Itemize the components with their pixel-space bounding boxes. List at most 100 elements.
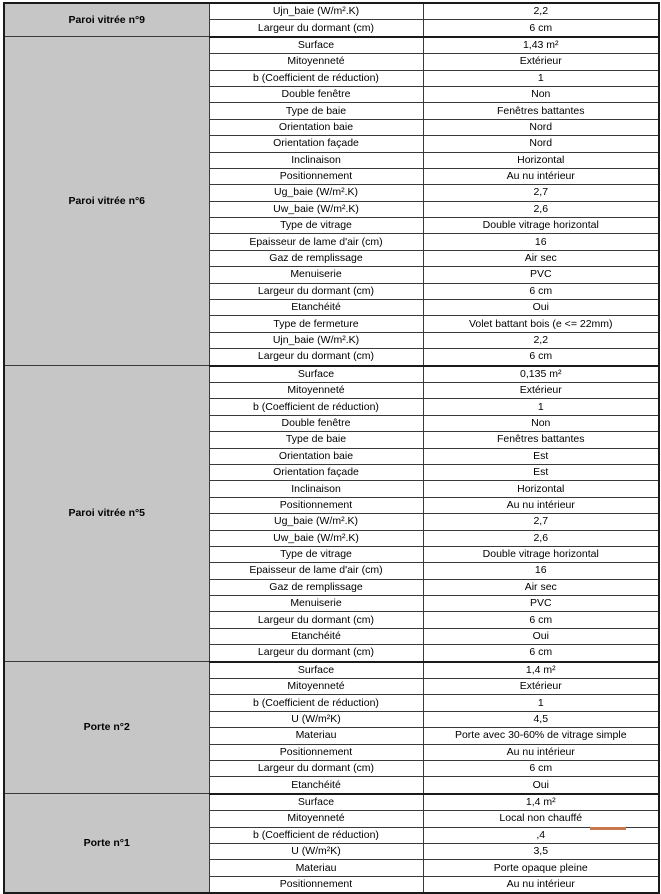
table-row: Inclinaison Horizontal <box>4 151 660 169</box>
property-value-cell: Est <box>422 463 660 482</box>
property-label-cell: Largeur du dormant (cm) <box>208 348 424 367</box>
table-row: Type de baie Fenêtres battantes <box>4 102 660 120</box>
property-value-cell: Air sec <box>422 578 660 597</box>
property-value-cell: Au nu intérieur <box>422 743 660 761</box>
property-label-cell: b (Coefficient de réduction) <box>208 826 424 844</box>
group-header-cell: Porte n°2 <box>3 661 210 795</box>
property-value-cell: 2,2 <box>422 331 660 350</box>
property-label-cell: Mitoyenneté <box>208 53 424 71</box>
property-label-cell: Etanchéité <box>208 627 424 646</box>
table-row: Mitoyenneté Local non chauffé <box>4 810 660 828</box>
property-value-cell: 1 <box>422 69 660 87</box>
table-row: Materiau Porte avec 30-60% de vitrage sim… <box>4 727 660 745</box>
property-value-cell: Au nu intérieur <box>422 875 660 894</box>
property-value-cell: PVC <box>422 595 660 613</box>
property-value-cell: Horizontal <box>422 480 660 498</box>
property-label-cell: Surface <box>208 792 424 812</box>
table-row: Epaisseur de lame d'air (cm) 16 <box>4 233 660 251</box>
property-value-cell: Non <box>422 414 660 433</box>
property-value-cell: 2,7 <box>422 184 660 202</box>
property-label-cell: Type de fermeture <box>208 315 424 333</box>
property-label-cell: Orientation façade <box>208 135 424 153</box>
property-value-cell: Au nu intérieur <box>422 167 660 186</box>
property-label-cell: U (W/m²K) <box>208 842 424 861</box>
property-value-cell: Double vitrage horizontal <box>422 217 660 235</box>
property-label-cell: Ug_baie (W/m².K) <box>208 184 424 202</box>
property-value-cell: 6 cm <box>422 348 660 367</box>
property-value-cell: Oui <box>422 627 660 646</box>
property-label-cell: Type de baie <box>208 102 424 120</box>
property-label-cell: Orientation baie <box>208 447 424 465</box>
property-value-cell: Porte avec 30-60% de vitrage simple <box>422 727 660 745</box>
property-value-cell: Nord <box>422 135 660 153</box>
table-row: Type de vitrage Double vitrage horizontal <box>4 545 660 564</box>
property-value-cell: 1,43 m² <box>422 35 660 55</box>
property-label-cell: Double fenêtre <box>208 414 424 433</box>
property-label-cell: Surface <box>208 364 424 383</box>
property-value-cell: 2,6 <box>422 200 660 219</box>
table-row: Double fenêtre Non <box>4 414 660 433</box>
property-value-cell: Porte opaque pleine <box>422 859 660 877</box>
property-label-cell: Materiau <box>208 859 424 877</box>
table-row: Uw_baie (W/m².K) 2,6 <box>4 529 660 547</box>
table-row: Positionnement Au nu intérieur <box>4 743 660 761</box>
table-row: Porte n°2 Surface 1,4 m² <box>3 660 660 795</box>
property-label-cell: Epaisseur de lame d'air (cm) <box>208 562 424 580</box>
table-row: Positionnement Au nu intérieur <box>4 167 660 186</box>
table-row: Paroi vitrée n°9 Ujn_baie (W/m².K) 2,2 <box>3 2 660 38</box>
property-label-cell: Inclinaison <box>208 151 424 169</box>
table-row: Type de vitrage Double vitrage horizontal <box>4 217 660 235</box>
property-value-cell: Non <box>422 85 660 104</box>
table-row: Porte n°1 Surface 1,4 m² <box>3 792 660 894</box>
property-label-cell: Positionnement <box>208 167 424 186</box>
property-value-cell: Oui <box>422 776 660 795</box>
property-label-cell: Orientation façade <box>208 463 424 482</box>
table-row: Paroi vitrée n°6 Surface 1,43 m² <box>3 35 660 367</box>
property-label-cell: Mitoyenneté <box>208 810 424 828</box>
property-value-cell: 6 cm <box>422 644 660 663</box>
table-row: Ug_baie (W/m².K) 2,7 <box>4 513 660 531</box>
property-value-cell: Extérieur <box>422 678 660 696</box>
property-value-cell: Au nu intérieur <box>422 496 660 515</box>
property-label-cell: Uw_baie (W/m².K) <box>208 529 424 547</box>
property-value-cell: 4,5 <box>422 710 660 729</box>
group-header-cell: Paroi vitrée n°5 <box>3 365 210 663</box>
table-row: Menuiserie PVC <box>4 595 660 613</box>
property-value-cell: Fenêtres battantes <box>422 431 660 449</box>
table-row: Orientation baie Nord <box>4 118 660 137</box>
property-label-cell: Type de vitrage <box>208 217 424 235</box>
property-value-cell: 16 <box>422 562 660 580</box>
property-value-cell: Oui <box>422 299 660 317</box>
property-label-cell: Double fenêtre <box>208 85 424 104</box>
table-row: Menuiserie PVC <box>4 266 660 284</box>
property-label-cell: Ug_baie (W/m².K) <box>208 513 424 531</box>
property-label-cell: Orientation baie <box>208 118 424 137</box>
table-row: Uw_baie (W/m².K) 2,6 <box>4 200 660 219</box>
table-row: Gaz de remplissage Air sec <box>4 578 660 597</box>
property-value-cell: 6 cm <box>422 282 660 301</box>
table-row: Mitoyenneté Extérieur <box>4 53 660 71</box>
table-row: Ug_baie (W/m².K) 2,7 <box>4 184 660 202</box>
table-row: Largeur du dormant (cm) 6 cm <box>4 759 660 778</box>
table-row: Double fenêtre Non <box>4 85 660 104</box>
accent-bar <box>590 827 626 830</box>
property-label-cell: Mitoyenneté <box>208 381 424 400</box>
table-row: Largeur du dormant (cm) 6 cm <box>4 19 660 38</box>
property-value-cell: 1,4 m² <box>422 792 660 812</box>
property-value-cell: Fenêtres battantes <box>422 102 660 120</box>
property-value-cell: 6 cm <box>422 611 660 629</box>
table-row: Orientation baie Est <box>4 447 660 465</box>
table-row: Inclinaison Horizontal <box>4 480 660 498</box>
property-label-cell: Materiau <box>208 727 424 745</box>
table-row: Type de fermeture Volet battant bois (e <… <box>4 315 660 333</box>
table-row: Positionnement Au nu intérieur <box>4 496 660 515</box>
property-label-cell: Surface <box>208 660 424 680</box>
property-value-cell: 2,6 <box>422 529 660 547</box>
property-value-cell: 2,7 <box>422 513 660 531</box>
property-label-cell: Inclinaison <box>208 480 424 498</box>
property-value-cell: Volet battant bois (e <= 22mm) <box>422 315 660 333</box>
property-label-cell: Uw_baie (W/m².K) <box>208 200 424 219</box>
property-value-cell: Extérieur <box>422 381 660 400</box>
property-value-cell: Nord <box>422 118 660 137</box>
property-label-cell: Ujn_baie (W/m².K) <box>208 331 424 350</box>
